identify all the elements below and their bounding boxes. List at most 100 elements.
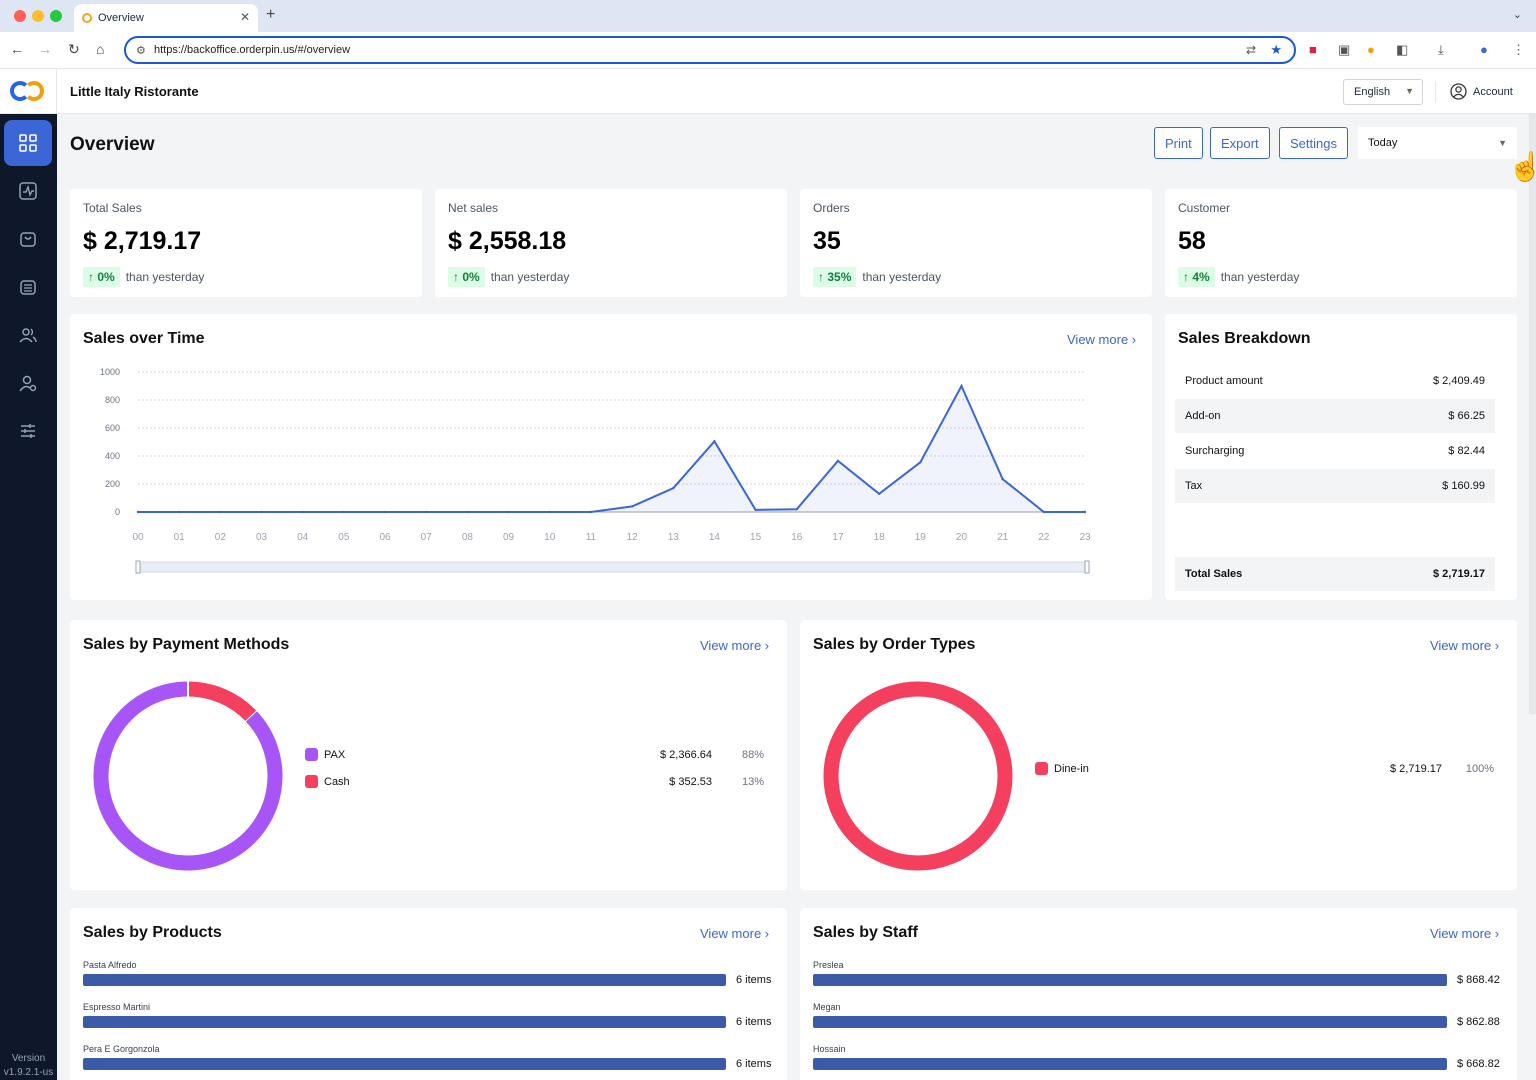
view-more-link[interactable]: View more › bbox=[700, 638, 770, 653]
page-scrollbar[interactable] bbox=[1529, 114, 1536, 714]
tab-favicon-icon bbox=[82, 13, 92, 23]
x-tick-label: 01 bbox=[174, 532, 186, 543]
sidebar-item-activity[interactable] bbox=[4, 168, 52, 214]
kpi-card-total-sales: Total Sales $ 2,719.17 ↑ 0% than yesterda… bbox=[70, 189, 422, 297]
app-logo[interactable] bbox=[0, 69, 57, 114]
sidebar-item-orders[interactable] bbox=[4, 216, 52, 262]
translate-icon[interactable]: ⇄ bbox=[1245, 43, 1256, 57]
activity-chart-icon bbox=[19, 182, 37, 200]
kpi-label: Total Sales bbox=[83, 201, 142, 215]
kpi-change-text: than yesterday bbox=[125, 270, 205, 284]
data-point bbox=[960, 384, 963, 388]
home-icon[interactable]: ⌂ bbox=[96, 41, 105, 57]
extension-icon[interactable]: ■ bbox=[1309, 42, 1317, 57]
profile-avatar-icon[interactable]: ● bbox=[1480, 42, 1488, 57]
x-tick-label: 21 bbox=[997, 532, 1009, 543]
view-more-link[interactable]: View more › bbox=[1430, 638, 1500, 653]
donut-slice bbox=[823, 681, 1013, 871]
legend-item-pax: PAX bbox=[305, 748, 345, 761]
export-button[interactable]: Export bbox=[1210, 127, 1270, 159]
app-header: Little Italy Ristorante English ▼ Accoun… bbox=[57, 69, 1536, 114]
new-tab-icon[interactable]: + bbox=[266, 6, 276, 23]
data-point bbox=[219, 510, 222, 514]
forward-icon[interactable]: → bbox=[38, 41, 52, 57]
settings-button[interactable]: Settings bbox=[1279, 127, 1348, 159]
bookmark-star-icon[interactable]: ★ bbox=[1270, 42, 1282, 57]
product-name: Espresso Martini bbox=[83, 1002, 151, 1012]
extensions-puzzle-icon[interactable]: ◧ bbox=[1396, 42, 1409, 57]
legend-amount: $ 2,366.64 bbox=[660, 749, 712, 761]
sidebar-item-settings[interactable] bbox=[4, 408, 52, 454]
legend-item-cash: Cash bbox=[305, 775, 350, 788]
kpi-change-value: 4% bbox=[1192, 270, 1210, 284]
staff-value: $ 668.82 bbox=[1457, 1058, 1500, 1070]
legend-swatch bbox=[305, 775, 318, 788]
date-range-select[interactable]: Today ▼ bbox=[1358, 127, 1517, 159]
view-more-link[interactable]: View more › bbox=[700, 926, 770, 941]
view-more-link[interactable]: View more › bbox=[1067, 332, 1137, 347]
kpi-change-text: than yesterday bbox=[1220, 270, 1300, 284]
product-name: Pera E Gorgonzola bbox=[83, 1044, 160, 1054]
kpi-change-value: 35% bbox=[827, 270, 852, 284]
account-circle-icon bbox=[1450, 83, 1467, 100]
sidebar-item-reports[interactable] bbox=[4, 264, 52, 310]
account-button[interactable]: Account bbox=[1450, 83, 1513, 100]
kpi-card-net-sales: Net sales $ 2,558.18 ↑ 0% than yesterday bbox=[435, 189, 787, 297]
data-point bbox=[795, 508, 798, 511]
minimize-window-button[interactable] bbox=[32, 10, 44, 22]
kpi-change-value: 0% bbox=[462, 270, 480, 284]
screenshot-icon[interactable]: ▣ bbox=[1338, 42, 1351, 57]
tab-close-icon[interactable]: ✕ bbox=[239, 10, 250, 24]
range-slider-handle-left bbox=[135, 560, 141, 574]
data-point bbox=[136, 510, 140, 514]
browser-tab[interactable]: Overview ✕ bbox=[74, 4, 258, 32]
breakdown-value: $ 160.99 bbox=[1442, 480, 1485, 492]
sales-area bbox=[138, 386, 1085, 512]
kpi-value: 35 bbox=[813, 227, 841, 255]
kpi-value: $ 2,719.17 bbox=[83, 227, 202, 255]
card-title: Sales by Order Types bbox=[813, 636, 976, 653]
close-window-button[interactable] bbox=[14, 10, 26, 22]
reload-icon[interactable]: ↻ bbox=[68, 41, 80, 57]
extension-icon[interactable]: ● bbox=[1367, 42, 1375, 57]
data-point bbox=[713, 440, 716, 443]
site-info-icon[interactable]: ⚙ bbox=[136, 45, 146, 57]
address-bar[interactable]: ⚙ https://backoffice.orderpin.us/#/overv… bbox=[124, 36, 1296, 64]
card-title: Sales over Time bbox=[83, 330, 205, 347]
back-icon[interactable]: ← bbox=[10, 41, 24, 57]
caret-down-icon: ▼ bbox=[1405, 86, 1414, 96]
y-tick-label: 400 bbox=[105, 451, 120, 461]
sidebar-item-staff[interactable] bbox=[4, 360, 52, 406]
x-tick-label: 10 bbox=[544, 532, 556, 543]
shopping-bag-icon bbox=[20, 232, 36, 247]
maximize-window-button[interactable] bbox=[50, 10, 62, 22]
data-point bbox=[589, 510, 593, 514]
x-tick-label: 17 bbox=[832, 532, 844, 543]
data-point bbox=[466, 510, 469, 514]
view-more-link[interactable]: View more › bbox=[1430, 926, 1500, 941]
card-title: Sales by Products bbox=[83, 924, 222, 941]
download-icon[interactable]: ⤓ bbox=[1438, 42, 1444, 57]
breakdown-row: Surcharging $ 82.44 bbox=[1175, 434, 1495, 468]
view-more-label: View more bbox=[700, 638, 762, 653]
staff-card: Sales by Staff View more › Preslea $ 868… bbox=[800, 908, 1517, 1080]
print-button[interactable]: Print bbox=[1154, 127, 1203, 159]
language-value: English bbox=[1354, 86, 1391, 98]
legend-item-dine-in: Dine-in bbox=[1035, 762, 1089, 775]
card-title: Sales by Payment Methods bbox=[83, 636, 290, 653]
staff-name: Hossain bbox=[813, 1044, 846, 1054]
sales-over-time-card: Sales over Time View more › 1000 800 600 40… bbox=[70, 314, 1152, 600]
language-select[interactable]: English ▼ bbox=[1343, 79, 1423, 105]
kpi-label: Net sales bbox=[448, 201, 499, 215]
legend-amount: $ 2,719.17 bbox=[1390, 763, 1442, 775]
sidebar-item-customers[interactable] bbox=[4, 312, 52, 358]
x-tick-label: 05 bbox=[338, 532, 350, 543]
product-bar bbox=[83, 1058, 726, 1070]
breakdown-label: Add-on bbox=[1185, 410, 1221, 422]
browser-menu-icon[interactable]: ⋮ bbox=[1512, 42, 1525, 57]
product-bar bbox=[83, 1016, 726, 1028]
tab-list-chevron-icon[interactable]: ⌄ bbox=[1512, 9, 1522, 21]
sidebar-item-overview[interactable] bbox=[4, 120, 52, 166]
data-point bbox=[1001, 477, 1004, 481]
x-tick-label: 14 bbox=[709, 532, 721, 543]
